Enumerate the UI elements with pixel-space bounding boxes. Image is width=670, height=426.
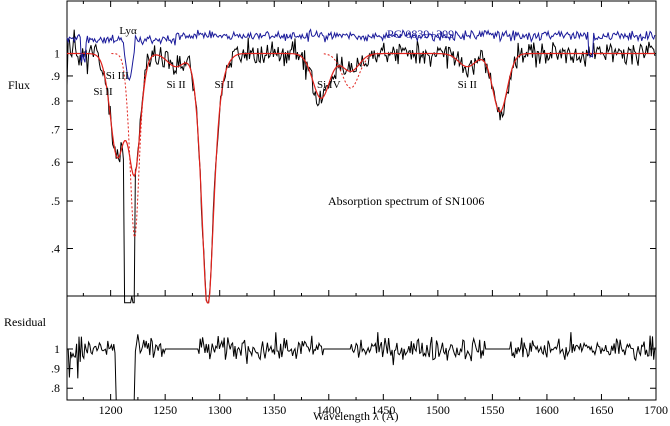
spectrum-annotation: Absorption spectrum of SN1006 (328, 194, 484, 208)
residual-line (67, 332, 656, 401)
x-tick-label: 1250 (153, 403, 177, 417)
top-y-tick-label: .9 (51, 69, 60, 83)
x-tick-label: 1550 (480, 403, 504, 417)
top-y-tick-label: .4 (51, 242, 60, 256)
model-dotted-siiv (323, 53, 373, 89)
spectral-line-label: Si IV (317, 79, 341, 91)
series-layer (66, 28, 656, 401)
spectral-line-label: Si II (214, 79, 234, 91)
bottom-y-axis-title: Residual (4, 315, 47, 329)
bottom-y-tick-label: 1 (54, 342, 60, 356)
x-tick-label: 1350 (262, 403, 286, 417)
bottom-y-tick-label: .9 (51, 362, 60, 376)
line-labels: Lyα Si III Si II Si II Si II Si IV Si II (93, 25, 477, 98)
x-tick-label: 1650 (589, 403, 613, 417)
spectral-line-label: Si II (166, 79, 186, 91)
top-y-axis-title: Flux (8, 78, 30, 92)
top-y-tick-label: 1 (54, 47, 60, 61)
top-panel-frame (66, 0, 657, 297)
bottom-panel-frame (66, 295, 657, 401)
x-tick-label: 1400 (317, 403, 341, 417)
top-y-tick-label: .7 (51, 122, 60, 136)
comparison-star-label: PG 0839+399 (387, 27, 454, 41)
x-tick-label: 1300 (208, 403, 232, 417)
x-tick-label: 1700 (644, 403, 668, 417)
bottom-y-tick-label: .8 (51, 381, 60, 395)
x-tick-label: 1500 (426, 403, 450, 417)
spectral-line-label: Lyα (119, 25, 137, 37)
top-y-tick-label: .6 (51, 155, 60, 169)
x-tick-label: 1450 (371, 403, 395, 417)
comparison-spectrum-line (66, 28, 656, 81)
top-y-tick-label: .5 (51, 194, 60, 208)
observed-flux-line (66, 29, 656, 304)
model-flux-line (67, 52, 655, 304)
spectral-line-label: Si II (93, 86, 113, 98)
spectral-line-label: Si III (106, 70, 129, 82)
model-dotted-lya (111, 53, 146, 239)
x-axis-title: Wavelength λ (Å) (313, 409, 399, 423)
axis-ticks: 1200 1250 1300 1350 1400 1450 1500 1550 1600 1650… (51, 1, 668, 417)
x-tick-label: 1600 (535, 403, 559, 417)
spectral-line-label: Si II (458, 79, 478, 91)
top-y-tick-label: .8 (51, 94, 60, 108)
x-tick-label: 1200 (99, 403, 123, 417)
